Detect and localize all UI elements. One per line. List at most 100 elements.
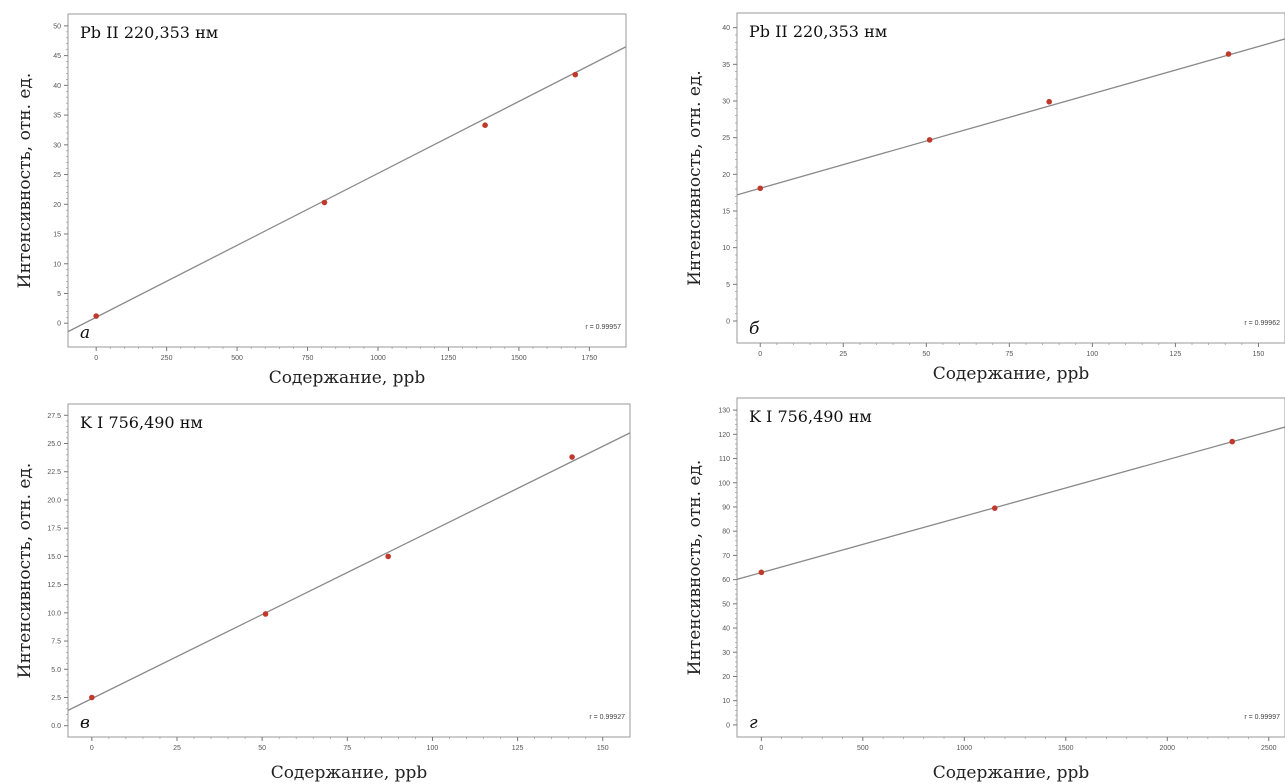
x-tick-label: 750 (302, 355, 314, 362)
y-tick-label: 30 (53, 142, 61, 149)
x-tick-label: 0 (758, 351, 762, 358)
y-tick-label: 5 (726, 282, 730, 289)
y-tick-label: 70 (722, 553, 730, 560)
y-tick-label: 15.0 (47, 554, 61, 561)
y-tick-label: 2.5 (51, 695, 61, 702)
data-point (321, 199, 328, 206)
plot-frame (67, 403, 631, 738)
chart-title: Pb II 220,353 нм (749, 22, 887, 41)
y-axis-title: Интенсивность, отн. ед. (685, 70, 705, 286)
data-point (89, 694, 95, 701)
x-tick-label: 1250 (441, 355, 457, 362)
y-tick-label: 5.0 (51, 667, 61, 674)
y-tick-label: 0 (57, 321, 61, 328)
y-tick-label: 10 (53, 261, 61, 268)
chart-title: Pb II 220,353 нм (80, 23, 218, 42)
data-point (569, 454, 575, 460)
y-tick-label: 50 (53, 23, 61, 30)
data-point (482, 122, 488, 128)
y-tick-label: 17.5 (47, 526, 61, 533)
y-tick-label: 15 (722, 209, 730, 216)
r-value-label: r = 0.99927 (589, 714, 625, 721)
r-value-label: r = 0.99962 (1244, 320, 1280, 327)
x-tick-label: 1500 (511, 355, 527, 362)
x-tick-label: 2000 (1159, 745, 1175, 752)
x-tick-label: 1000 (370, 355, 386, 362)
y-tick-label: 10.0 (47, 610, 61, 617)
x-tick-label: 75 (1005, 351, 1013, 358)
panel-letter: б (749, 319, 760, 339)
plot-frame (736, 12, 1285, 344)
x-tick-label: 500 (857, 745, 869, 752)
fit-line (737, 38, 1285, 196)
y-tick-label: 40 (722, 25, 730, 32)
y-tick-label: 5 (57, 291, 61, 298)
x-tick-label: 0 (90, 745, 94, 752)
y-tick-label: 30 (722, 99, 730, 106)
y-tick-label: 10 (722, 245, 730, 252)
x-tick-label: 0 (94, 355, 98, 362)
x-tick-label: 100 (1087, 351, 1099, 358)
fit-line (68, 432, 630, 711)
r-value-label: r = 0.99957 (585, 324, 621, 331)
data-point (1046, 98, 1052, 105)
y-tick-label: 27.5 (47, 413, 61, 420)
y-tick-label: 20 (722, 172, 730, 179)
y-tick-label: 50 (722, 601, 730, 608)
y-tick-label: 130 (718, 408, 730, 415)
x-tick-label: 50 (258, 745, 266, 752)
chart-title: K I 756,490 нм (749, 407, 872, 426)
x-tick-label: 500 (231, 355, 243, 362)
y-tick-label: 35 (722, 62, 730, 69)
y-tick-label: 40 (722, 626, 730, 633)
y-tick-label: 0 (726, 722, 730, 729)
y-tick-label: 30 (722, 650, 730, 657)
plot-frame (736, 397, 1285, 738)
panel-letter: а (80, 323, 90, 343)
y-tick-label: 0 (726, 319, 730, 326)
x-axis-title: Содержание, ppb (269, 368, 426, 388)
y-tick-label: 20.0 (47, 497, 61, 504)
chart-title: K I 756,490 нм (80, 413, 203, 432)
y-tick-label: 60 (722, 577, 730, 584)
data-point (385, 553, 391, 560)
y-tick-label: 0.0 (51, 723, 61, 730)
y-tick-label: 120 (718, 432, 730, 439)
x-tick-label: 250 (161, 355, 173, 362)
chart-panel-1: 0 250 500 750 1000 1250 1500 1750 0 5 10 15 20 25 30 35… (15, 13, 627, 388)
x-tick-label: 2500 (1261, 745, 1277, 752)
data-point (926, 137, 933, 143)
x-tick-label: 1500 (1058, 745, 1074, 752)
data-point (757, 185, 764, 192)
x-axis-title: Содержание, ppb (933, 364, 1090, 384)
x-tick-label: 100 (427, 745, 439, 752)
x-tick-label: 1000 (957, 745, 973, 752)
panel-letter: в (80, 713, 90, 733)
data-point (1229, 438, 1236, 445)
y-tick-label: 110 (719, 456, 730, 463)
x-tick-label: 25 (839, 351, 847, 358)
y-axis-title: Интенсивность, отн. ед. (15, 463, 35, 679)
y-tick-label: 45 (53, 53, 61, 60)
y-axis-title: Интенсивность, отн. ед. (15, 73, 35, 289)
x-tick-label: 75 (343, 745, 351, 752)
y-tick-label: 25.0 (47, 441, 61, 448)
plot-frame (67, 13, 627, 348)
x-tick-label: 125 (512, 745, 524, 752)
chart-panel-2: 0 25 50 75 100 125 150 0 5 10 15 20 25 30 35 40 Pb II 22… (685, 12, 1285, 384)
x-tick-label: 125 (1170, 351, 1182, 358)
y-axis-title: Интенсивность, отн. ед. (685, 460, 705, 676)
y-tick-label: 25 (53, 172, 61, 179)
y-tick-label: 80 (722, 529, 730, 536)
y-tick-label: 20 (722, 674, 730, 681)
fit-line (737, 426, 1285, 580)
data-point (1225, 51, 1232, 57)
y-tick-label: 10 (722, 698, 730, 705)
r-value-label: r = 0.99997 (1244, 714, 1280, 721)
panel-letter: г (749, 713, 758, 733)
data-point (572, 71, 579, 78)
y-tick-label: 100 (718, 480, 730, 487)
x-axis-title: Содержание, ppb (271, 763, 428, 783)
y-tick-label: 25 (722, 135, 730, 142)
